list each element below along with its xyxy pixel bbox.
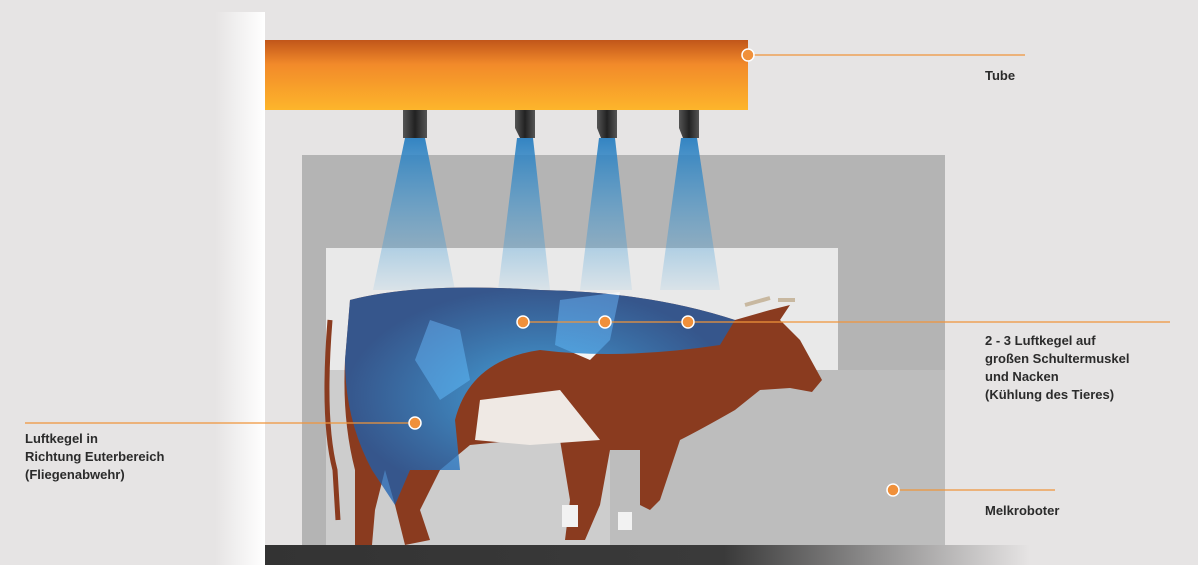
diagram: Tube Melkroboter 2 - 3 Luftkegel auf groß… [0,0,1198,565]
marker [887,484,899,496]
udder-label: (Fliegenabwehr) [25,467,125,482]
marker [599,316,611,328]
robot-label: Melkroboter [985,503,1059,518]
nozzles [403,110,699,138]
marker [742,49,754,61]
marker [517,316,529,328]
udder-label: Luftkegel in [25,431,98,446]
shoulder-label: großen Schultermuskel [985,351,1129,366]
shoulder-label: (Kühlung des Tieres) [985,387,1114,402]
marker [409,417,421,429]
pillar [215,12,265,565]
shoulder-label: und Nacken [985,369,1059,384]
shoulder-label: 2 - 3 Luftkegel auf [985,333,1096,348]
tube [265,40,748,110]
floor [265,545,1030,565]
tube-label: Tube [985,68,1015,83]
udder-label: Richtung Euterbereich [25,449,164,464]
marker [682,316,694,328]
